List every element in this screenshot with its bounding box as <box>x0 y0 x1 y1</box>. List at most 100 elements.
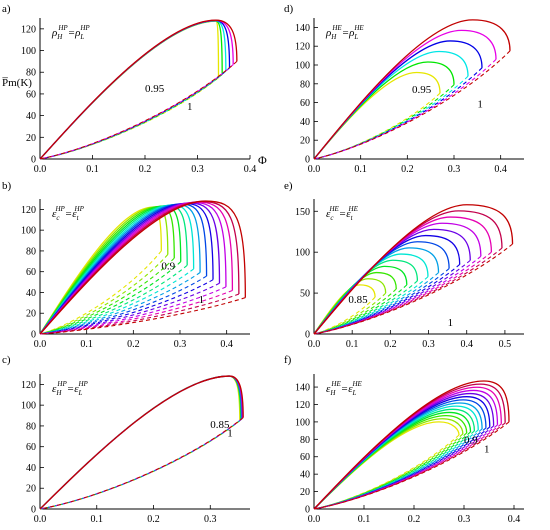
x-tick-label: 0.1 <box>91 514 104 525</box>
y-tick-label: 120 <box>21 380 36 391</box>
condition-label-base1: ρ <box>325 27 331 39</box>
y-tick-label: 80 <box>26 421 36 432</box>
condition-label-sup2: HP <box>77 380 88 388</box>
series-e-12-lower <box>313 247 503 335</box>
condition-label: εHHE=εLHE <box>326 380 362 397</box>
series-f-13-upper <box>313 380 510 510</box>
y-axis-title: P̅m(K) <box>2 77 32 89</box>
y-tick-label: 80 <box>300 435 310 446</box>
panel-c: 0.0 0.1 0.2 0.30204060801001200.851c)εHHP=ε… <box>2 354 250 525</box>
series-a-2-lower <box>39 70 227 160</box>
series-e-7-lower <box>313 268 450 335</box>
condition-label-base2: ε <box>348 383 353 395</box>
condition-label-sub1: H <box>55 389 62 397</box>
panel-letter: a) <box>2 3 11 15</box>
y-tick-label: 100 <box>295 61 310 72</box>
x-tick-label: 0.2 <box>139 164 152 175</box>
condition-label: ρHHE=ρLHE <box>325 24 364 41</box>
series-f-10-upper <box>313 389 499 510</box>
series-d-5-upper <box>313 19 511 160</box>
series-b-5-upper <box>39 204 195 335</box>
y-tick-label: 20 <box>300 487 310 498</box>
condition-label-base1: ε <box>326 208 331 220</box>
series-e-13-lower <box>313 243 513 335</box>
x-tick-label: 0.4 <box>494 164 507 175</box>
series-f-7-lower <box>313 427 487 510</box>
series-f-11-upper <box>313 386 502 510</box>
condition-label-sup2: HE <box>353 24 364 32</box>
y-tick-label: 60 <box>26 442 36 453</box>
condition-label-eq: = <box>67 383 74 395</box>
series-f-3-lower <box>313 431 471 510</box>
x-tick-label: 0.2 <box>127 339 140 350</box>
series-f-13-lower <box>313 421 510 510</box>
condition-label-eq: = <box>339 208 346 220</box>
series-b-4-upper <box>39 204 188 335</box>
series-b-1-lower <box>39 254 169 335</box>
series-b-0-lower <box>39 250 162 335</box>
series-a-0-upper <box>39 20 220 160</box>
condition-label-sup2: HP <box>79 24 90 32</box>
y-tick-label: 120 <box>21 205 36 216</box>
series-f-5-lower <box>313 429 479 510</box>
series-b-7-upper <box>39 203 208 335</box>
y-tick-label: 60 <box>26 89 36 100</box>
panel-a: 0.0 0.1 0.2 0.3 0.40204060801001200.951a)ρHH… <box>2 3 267 175</box>
y-tick-label: 40 <box>300 470 310 481</box>
x-tick-label: 0.1 <box>346 339 359 350</box>
condition-label-sub1: c <box>330 214 334 222</box>
series-a-1-lower <box>39 73 223 160</box>
condition-label-sup2: HE <box>351 380 362 388</box>
y-tick-label: 140 <box>295 383 310 394</box>
x-tick-label: 0.3 <box>174 339 187 350</box>
annotation-label: 1 <box>199 294 205 306</box>
condition-label-eq: = <box>65 208 72 220</box>
series-f-6-lower <box>313 428 483 510</box>
condition-label-sub1: H <box>56 33 63 41</box>
series-b-6-upper <box>39 203 201 335</box>
y-tick-label: 40 <box>26 111 36 122</box>
annotation-label: 1 <box>477 98 483 110</box>
x-tick-label: 0.1 <box>354 164 367 175</box>
series-d-3-lower <box>313 67 483 160</box>
y-tick-label: 120 <box>295 42 310 53</box>
y-tick-label: 50 <box>300 289 310 300</box>
series-e-5-upper <box>313 253 429 335</box>
panel-b: 0.0 0.1 0.2 0.3 0.40204060801001200.91b)εcHP… <box>2 180 250 350</box>
x-tick-label: 0.0 <box>308 164 321 175</box>
y-tick-label: 20 <box>26 484 36 495</box>
y-tick-label: 40 <box>300 117 310 128</box>
condition-label-sub2: L <box>79 33 84 41</box>
y-tick-label: 20 <box>26 309 36 320</box>
x-tick-label: 0.1 <box>86 164 99 175</box>
panel-d: 0.0 0.1 0.2 0.3 0.4 0 20 40 60 80 100 120 140 0.95 1 d)… <box>284 3 524 175</box>
series-c-4-lower <box>39 417 244 510</box>
x-axis-title: Φ <box>258 153 267 167</box>
x-tick-label: 0.0 <box>308 514 321 525</box>
x-tick-label: 0.4 <box>508 514 521 525</box>
series-b-6-lower <box>39 272 201 335</box>
annotation-label: 1 <box>227 427 233 439</box>
annotation-label: 0.9 <box>464 435 478 447</box>
series-e-1-lower <box>313 292 387 335</box>
series-f-2-lower <box>313 432 468 510</box>
panel-letter: b) <box>2 180 12 192</box>
y-tick-label: 0 <box>305 155 310 166</box>
x-tick-label: 0.2 <box>147 514 160 525</box>
condition-label-eq: = <box>341 383 348 395</box>
y-tick-label: 100 <box>21 46 36 57</box>
x-tick-label: 0.3 <box>422 339 435 350</box>
y-tick-label: 100 <box>295 248 310 259</box>
panel-letter: e) <box>284 180 293 192</box>
annotation-label: 0.85 <box>210 419 230 431</box>
condition-label-sub2: t <box>351 214 354 222</box>
x-tick-label: 0.1 <box>80 339 93 350</box>
condition-label-sup1: HE <box>328 205 339 213</box>
condition-label-base1: ε <box>52 383 57 395</box>
y-tick-label: 120 <box>21 24 36 35</box>
series-c-0-upper <box>39 375 241 510</box>
series-e-4-lower <box>313 280 418 335</box>
y-tick-label: 100 <box>295 417 310 428</box>
condition-label-sup2: HP <box>74 205 85 213</box>
series-b-12-lower <box>39 293 240 335</box>
